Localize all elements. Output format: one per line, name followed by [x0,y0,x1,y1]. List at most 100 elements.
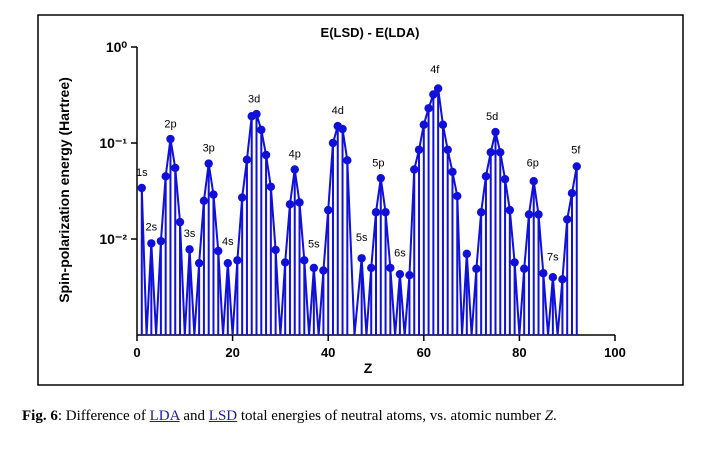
data-point [476,208,486,217]
data-point [539,269,548,278]
data-point [519,264,529,273]
y-tick-label: 10⁻¹ [99,135,127,151]
data-point [405,270,414,280]
annotation: 3s [184,228,196,240]
data-point [209,190,218,199]
data-point [166,134,175,144]
data-point [376,173,385,183]
annotation: 6p [527,157,539,169]
data-point [524,210,534,219]
data-point [505,205,515,215]
caption-variable: Z [544,408,554,424]
data-point [481,172,491,181]
data-point [433,84,443,93]
x-tick-label: 0 [133,345,140,360]
data-point [491,127,500,137]
data-point [500,174,510,184]
data-point [161,172,170,181]
data-point [448,167,457,177]
annotation: 2p [164,118,176,130]
annotation: 4f [430,64,440,76]
data-point [472,264,481,273]
data-point [214,246,223,256]
annotation: 4s [222,236,234,248]
data-point [558,275,567,284]
data-point [395,269,405,279]
data-point [280,258,290,267]
data-point [381,208,390,217]
data-point [194,258,204,268]
data-point [567,188,577,198]
data-point [257,125,266,135]
data-point [223,258,233,268]
data-point [204,159,213,168]
data-point [453,191,462,201]
data-point [156,236,166,246]
annotation: 6s [394,248,406,260]
x-axis-label: Z [364,360,373,376]
data-point [510,258,519,267]
annotation: 3d [248,94,260,106]
data-point [237,193,247,202]
data-point [414,145,424,154]
data-point [319,266,328,275]
caption-text: and [179,408,209,424]
data-point [147,239,156,248]
x-tick-label: 100 [604,345,626,360]
annotation: 5f [571,144,581,156]
caption-text: total energies of neutral atoms, vs. ato… [237,408,545,424]
link[interactable]: LSD [208,408,238,424]
data-point [424,104,433,113]
annotation: 7s [547,251,559,263]
data-point [185,245,194,254]
data-point [233,256,242,265]
x-tick-label: 80 [512,345,526,360]
annotation: 4p [289,148,301,160]
data-point [486,148,495,157]
caption: Fig. 6: Difference of LDA and LSD total … [22,408,557,425]
annotation: 5d [486,111,498,123]
data-point [266,182,276,191]
data-point [429,90,438,99]
data-point [443,145,452,154]
data-point [271,245,280,255]
data-point [300,256,309,265]
annotation: 5p [372,157,384,169]
annotation: 3p [203,142,215,154]
data-point [462,249,472,259]
x-tick-label: 60 [417,345,431,360]
frame [37,14,684,386]
data-point [438,120,448,129]
data-point [137,183,146,193]
data-point [171,163,180,173]
y-tick-label: 10⁰ [106,39,128,55]
annotation: 2s [146,221,158,233]
data-point [295,198,304,207]
annotation: 4d [332,105,344,117]
annotation: 5s [356,232,368,244]
y-tick-label: 10⁻² [99,231,127,247]
chart-title: E(LSD) - E(LDA) [321,25,420,40]
link[interactable]: LDA [149,408,180,424]
data-point [367,263,376,273]
data-point [242,155,252,164]
data-point [410,165,419,174]
data-point [338,124,347,134]
data-point [419,120,428,129]
y-axis-label: Spin-polarization energy (Hartree) [56,77,72,303]
annotation: 5s [308,238,320,250]
data-point [328,138,338,148]
data-point [534,210,543,219]
data-point [199,196,209,205]
data-point [371,208,381,217]
x-tick-label: 40 [321,345,335,360]
data-point [357,254,366,263]
data-point [386,263,395,273]
caption-text: : Difference of [57,408,150,424]
caption-label: Fig. 6 [22,408,58,424]
annotation: 1s [136,167,148,179]
data-point [563,215,572,224]
data-point [343,156,352,165]
data-point [290,165,299,174]
